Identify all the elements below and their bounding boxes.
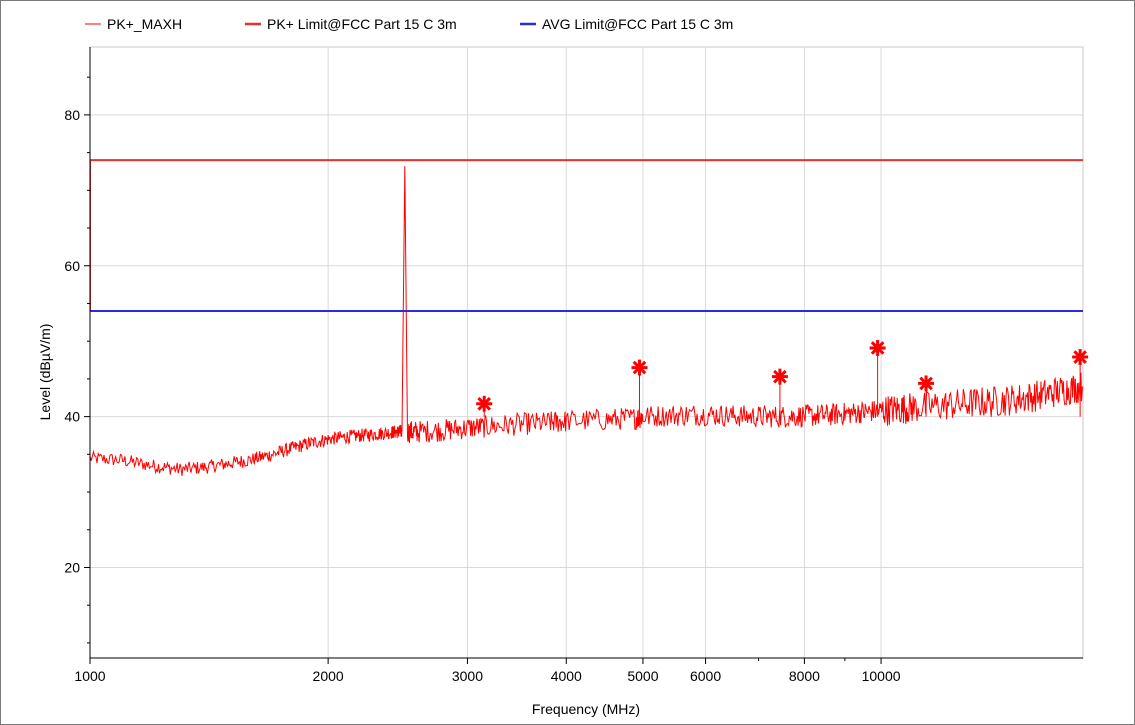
- y-axis-label: Level (dBµV/m): [37, 324, 53, 421]
- series-line: [90, 166, 1083, 476]
- series-line: [90, 159, 1083, 311]
- legend-label: PK+ Limit@FCC Part 15 C 3m: [267, 16, 457, 32]
- plot-background: [89, 46, 1084, 659]
- x-tick-label: 1000: [74, 668, 105, 684]
- marker-stroke: [919, 376, 933, 391]
- marker: [918, 375, 935, 392]
- marker: [869, 339, 886, 356]
- y-tick-label: 40: [64, 409, 80, 425]
- y-tick-label: 20: [64, 559, 80, 575]
- legend: PK+_MAXH PK+ Limit@FCC Part 15 C 3m AVG Li…: [85, 16, 733, 32]
- x-axis-label: Frequency (MHz): [532, 701, 640, 717]
- marker-stroke: [477, 396, 492, 411]
- legend-label: AVG Limit@FCC Part 15 C 3m: [542, 16, 733, 32]
- marker: [631, 359, 648, 376]
- marker-stroke: [870, 341, 885, 355]
- marker: [1072, 349, 1089, 366]
- axes: 1000 2000 3000 4000 5000 6000 8000 10000 20 40 60 8…: [64, 47, 1083, 684]
- x-tick-label: 3000: [452, 668, 483, 684]
- x-tick-label: 2000: [313, 668, 344, 684]
- marker: [476, 395, 493, 412]
- marker-stroke: [632, 360, 647, 375]
- y-tick-label: 80: [64, 107, 80, 123]
- marker-stroke: [773, 369, 787, 384]
- x-tick-label: 8000: [789, 668, 820, 684]
- grid: [89, 46, 1084, 659]
- marker-stroke: [1073, 350, 1087, 364]
- legend-label: PK+_MAXH: [107, 16, 182, 32]
- plot-area: [90, 159, 1089, 476]
- x-tick-label: 10000: [862, 668, 901, 684]
- y-tick-label: 60: [64, 258, 80, 274]
- x-tick-label: 5000: [627, 668, 658, 684]
- x-tick-label: 4000: [551, 668, 582, 684]
- marker: [771, 368, 788, 385]
- x-tick-label: 6000: [690, 668, 721, 684]
